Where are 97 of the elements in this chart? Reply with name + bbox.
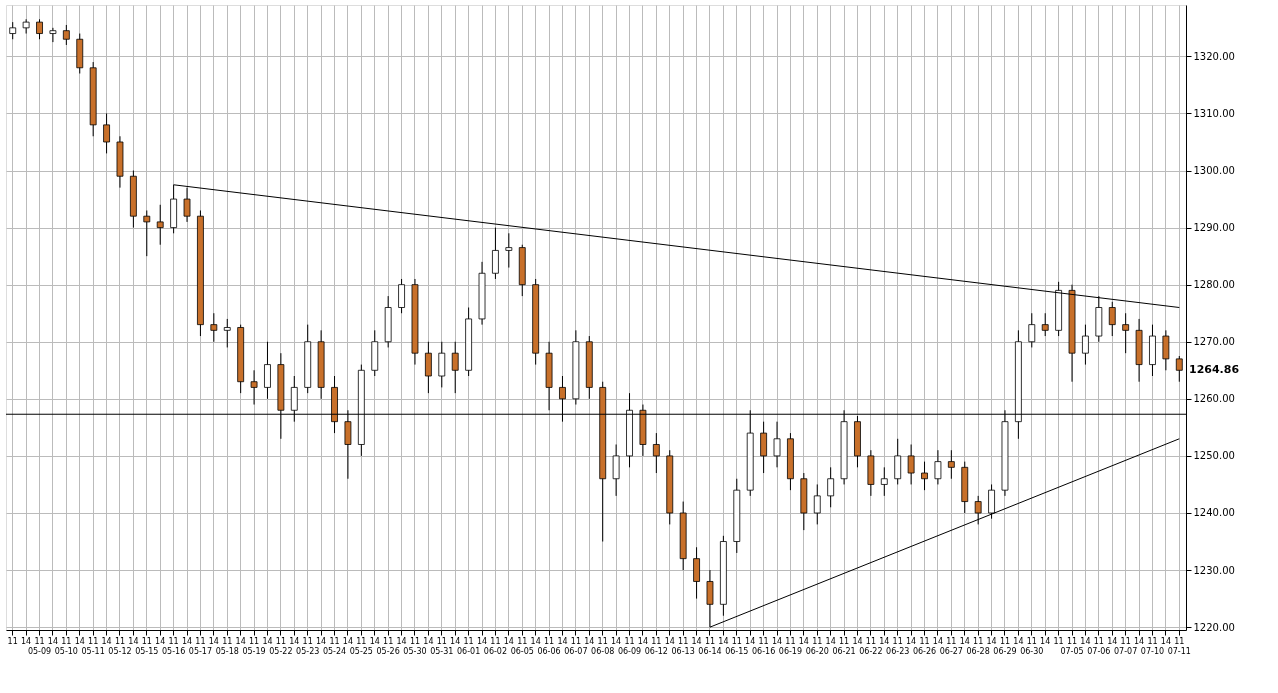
y-tick-label: 1250.00 — [1193, 450, 1235, 462]
candlestick — [250, 369, 258, 406]
candlestick — [907, 444, 915, 485]
x-tick-label: 14 — [476, 636, 488, 646]
candlestick — [505, 232, 513, 269]
candlestick — [693, 546, 700, 600]
x-tick-label: 14 — [852, 636, 863, 646]
x-tick-label: 14 — [745, 636, 756, 646]
x-tick-label: 14 — [262, 636, 273, 646]
x-tick-label: 14 — [289, 636, 300, 646]
candlestick — [143, 209, 151, 257]
candlestick — [156, 204, 164, 246]
x-tick-label: 14 — [235, 636, 246, 646]
x-tick-label: 14 — [959, 636, 970, 646]
x-tick-label: 14 — [450, 636, 461, 646]
x-tick-label: 14 — [74, 636, 85, 646]
x-tick-label: 14 — [825, 636, 836, 646]
x-tick-label: 14 — [396, 636, 407, 646]
x-tick-label: 14 — [155, 636, 166, 646]
x-tick-label: 14 — [128, 636, 139, 646]
candlestick — [22, 18, 30, 35]
candlestick — [612, 444, 620, 497]
candlestick — [974, 495, 982, 525]
candlestick — [492, 227, 499, 280]
x-tick-label: 14 — [181, 636, 193, 646]
candlestick — [1041, 312, 1049, 337]
x-tick-label: 14 — [423, 636, 434, 646]
candlestick — [1028, 312, 1036, 348]
candlestick — [223, 318, 231, 348]
candlestick — [934, 449, 942, 485]
x-tick-label: 14 — [101, 636, 112, 646]
x-tick-label: 14 — [1160, 636, 1171, 646]
x-tick-label: 11 — [7, 636, 18, 646]
candlestick — [1082, 324, 1089, 366]
candlestick — [183, 187, 191, 223]
candlestick — [1162, 329, 1170, 371]
x-tick-label: 14 — [637, 636, 649, 646]
x-tick-label: 14 — [611, 636, 622, 646]
x-tick-label: 11 — [1053, 636, 1064, 646]
candlestick — [264, 341, 271, 400]
y-tick-label: 1260.00 — [1193, 393, 1235, 405]
candlestick — [438, 341, 446, 388]
x-tick-label: 14 — [1080, 636, 1091, 646]
candlestick — [424, 341, 432, 394]
candlestick — [1122, 312, 1130, 354]
x-tick-label: 14 — [1107, 636, 1118, 646]
x-tick-label: 14 — [879, 636, 890, 646]
x-tick-label: 14 — [503, 636, 514, 646]
candlestick — [773, 421, 781, 468]
x-tick-label: 14 — [691, 636, 702, 646]
candlestick — [652, 432, 660, 474]
x-tick-label: 14 — [718, 636, 729, 646]
x-tick-label: 14 — [369, 636, 380, 646]
candlestick — [1108, 301, 1116, 337]
candlestick — [49, 27, 57, 43]
x-tick-label: 14 — [21, 636, 32, 646]
x-tick-label: 14 — [530, 636, 541, 646]
candlestick — [894, 438, 902, 485]
y-tick-label: 1230.00 — [1193, 564, 1235, 576]
candlestick — [1175, 355, 1183, 383]
candlestick — [210, 312, 218, 343]
x-tick-label: 14 — [1013, 636, 1024, 646]
candlestick — [947, 449, 955, 480]
candlestick — [988, 483, 995, 520]
y-tick-label: 1240.00 — [1193, 507, 1235, 519]
candlestick — [880, 466, 888, 497]
candlestick — [827, 466, 835, 508]
candlestick — [451, 341, 459, 394]
x-tick-label: 14 — [986, 636, 997, 646]
candlestick — [921, 461, 928, 491]
y-tick-label: 1220.00 — [1193, 621, 1235, 633]
x-tick-label: 14 — [342, 636, 354, 646]
x-tick-label: 14 — [1040, 636, 1051, 646]
x-tick-label: 14 — [47, 636, 59, 646]
x-tick-label: 14 — [557, 636, 568, 646]
x-tick-label: 14 — [932, 636, 944, 646]
x-tick-label: 14 — [664, 636, 675, 646]
y-tick-label: 1290.00 — [1193, 222, 1235, 234]
text: 1264.86 — [1189, 363, 1240, 377]
candlestick — [760, 421, 768, 474]
candlestick — [813, 483, 821, 525]
y-tick-label: 1300.00 — [1193, 165, 1235, 177]
candlestick — [103, 112, 110, 154]
x-tick-label: 14 — [316, 636, 327, 646]
y-tick-label: 1310.00 — [1193, 107, 1235, 119]
x-tick-label: 14 — [771, 636, 783, 646]
x-tick-label: 14 — [1133, 636, 1145, 646]
y-tick-label: 1280.00 — [1193, 279, 1235, 291]
x-tick-label: 14 — [584, 636, 595, 646]
x-tick-label: 14 — [906, 636, 917, 646]
y-tick-label: 1320.00 — [1193, 50, 1235, 62]
candlestick — [62, 24, 70, 46]
candlestick — [398, 278, 405, 314]
x-tick-label: 14 — [798, 636, 809, 646]
x-tick-label: 14 — [208, 636, 219, 646]
candlestick — [36, 18, 43, 40]
y-tick-label: 1270.00 — [1193, 336, 1235, 348]
